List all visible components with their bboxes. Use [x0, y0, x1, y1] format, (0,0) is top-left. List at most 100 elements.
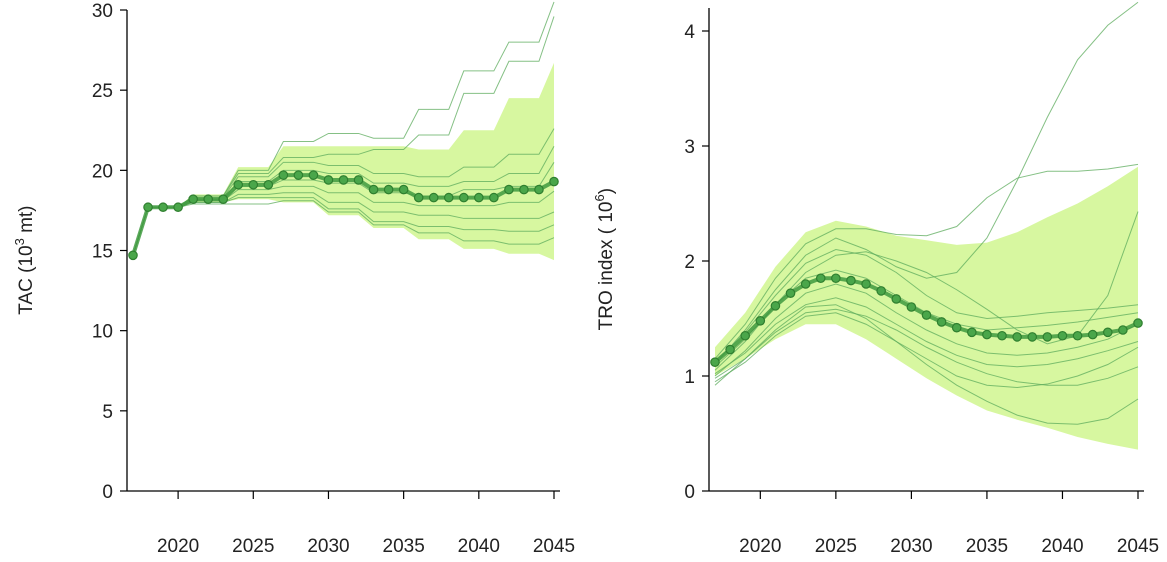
- median-point: [1087, 329, 1098, 340]
- y-tick-label: 25: [92, 81, 113, 102]
- median-point: [710, 357, 720, 367]
- median-point: [846, 275, 856, 286]
- median-point: [967, 327, 977, 338]
- x-tick-label: 2020: [739, 536, 781, 557]
- median-point: [936, 317, 947, 327]
- median-point: [1133, 318, 1143, 328]
- median-point: [474, 192, 484, 203]
- median-point: [143, 202, 153, 213]
- median-point: [1012, 332, 1022, 342]
- median-point: [308, 170, 319, 180]
- median-point: [158, 202, 168, 213]
- tro-index-panel: 0 1 2 3 4 2020 2025 2030 2035 2040 2045 TRO index (…: [592, 1, 1159, 557]
- median-point: [785, 288, 796, 298]
- y-tick-label: 0: [102, 482, 113, 503]
- median-point: [891, 294, 902, 304]
- median-point: [173, 202, 183, 213]
- median-point: [368, 184, 379, 195]
- y-tick-label: 15: [92, 242, 113, 263]
- median-point: [398, 184, 409, 195]
- x-tick-label: 2025: [232, 536, 274, 557]
- median-point: [128, 250, 138, 261]
- y-tick-label: 3: [684, 137, 695, 158]
- trajectory-line-9: [132, 200, 555, 256]
- median-point: [1072, 330, 1083, 341]
- median-point: [203, 194, 213, 204]
- trajectory-line-6: [714, 283, 1139, 377]
- median-point: [876, 286, 886, 296]
- median-point: [534, 184, 544, 195]
- median-point: [951, 322, 962, 333]
- y-tick-label: 20: [92, 161, 113, 182]
- median-point: [755, 315, 766, 326]
- uncertainty-band: [133, 62, 554, 261]
- median-point: [982, 329, 992, 340]
- trajectory-line-4: [714, 248, 1139, 363]
- x-tick-label: 2045: [533, 536, 575, 557]
- median-point: [323, 175, 334, 185]
- x-tick-label: 2035: [966, 536, 1008, 557]
- median-point: [278, 170, 289, 180]
- x-tick-label: 2030: [307, 536, 349, 557]
- median-point: [861, 279, 871, 289]
- median-point: [740, 330, 751, 341]
- median-point: [489, 192, 499, 203]
- median-point: [1042, 332, 1053, 342]
- median-point: [997, 330, 1007, 341]
- trajectory-line-8: [132, 197, 555, 256]
- median-point: [519, 184, 529, 195]
- y-tick-label: 30: [92, 1, 113, 22]
- median-point: [921, 310, 932, 320]
- y-axis-title: TRO index ( 106): [592, 188, 617, 330]
- median-point: [428, 192, 439, 203]
- uncertainty-band: [715, 166, 1138, 450]
- trajectory-line-2: [714, 163, 1139, 360]
- median-point: [815, 273, 826, 284]
- median-point: [1102, 327, 1113, 338]
- median-point: [263, 179, 274, 190]
- x-tick-label: 2040: [1041, 536, 1083, 557]
- median-point: [338, 175, 349, 185]
- trajectory-line-10: [714, 304, 1139, 425]
- y-axis-title: TAC (103 mt): [12, 205, 37, 314]
- trajectory-line-7: [714, 297, 1139, 375]
- y-tick-label: 1: [684, 367, 695, 388]
- y-tick-label: 4: [684, 22, 695, 43]
- x-tick-label: 2030: [890, 536, 932, 557]
- median-point: [549, 176, 559, 187]
- median-point: [218, 194, 229, 204]
- median-point: [1027, 332, 1038, 342]
- median-point: [800, 279, 811, 289]
- y-tick-label: 2: [684, 252, 695, 273]
- median-point: [383, 184, 394, 195]
- median-point: [233, 179, 244, 190]
- trajectory-line-2: [132, 16, 555, 256]
- median-point: [413, 192, 424, 203]
- trajectory-line-1: [714, 1, 1139, 365]
- median-point: [770, 301, 781, 311]
- y-tick-label: 0: [684, 482, 695, 503]
- median-point: [443, 192, 454, 203]
- x-tick-label: 2025: [815, 536, 857, 557]
- y-tick-label: 10: [92, 322, 113, 343]
- median-point: [1118, 325, 1128, 335]
- median-point: [504, 184, 514, 195]
- median-point: [831, 273, 841, 284]
- x-tick-label: 2045: [1117, 536, 1159, 557]
- trajectory-line-9: [714, 312, 1139, 389]
- median-point: [353, 175, 364, 185]
- x-tick-label: 2020: [157, 536, 199, 557]
- median-point: [293, 170, 304, 180]
- median-point: [725, 344, 735, 355]
- median-point: [1057, 330, 1068, 341]
- trajectory-line-8: [714, 308, 1139, 386]
- y-tick-label: 5: [102, 402, 113, 423]
- trajectory-line-3: [714, 211, 1139, 371]
- median-point: [458, 192, 469, 203]
- median-point: [188, 194, 198, 204]
- x-tick-label: 2040: [458, 536, 500, 557]
- x-tick-label: 2035: [383, 536, 425, 557]
- median-point: [248, 179, 259, 190]
